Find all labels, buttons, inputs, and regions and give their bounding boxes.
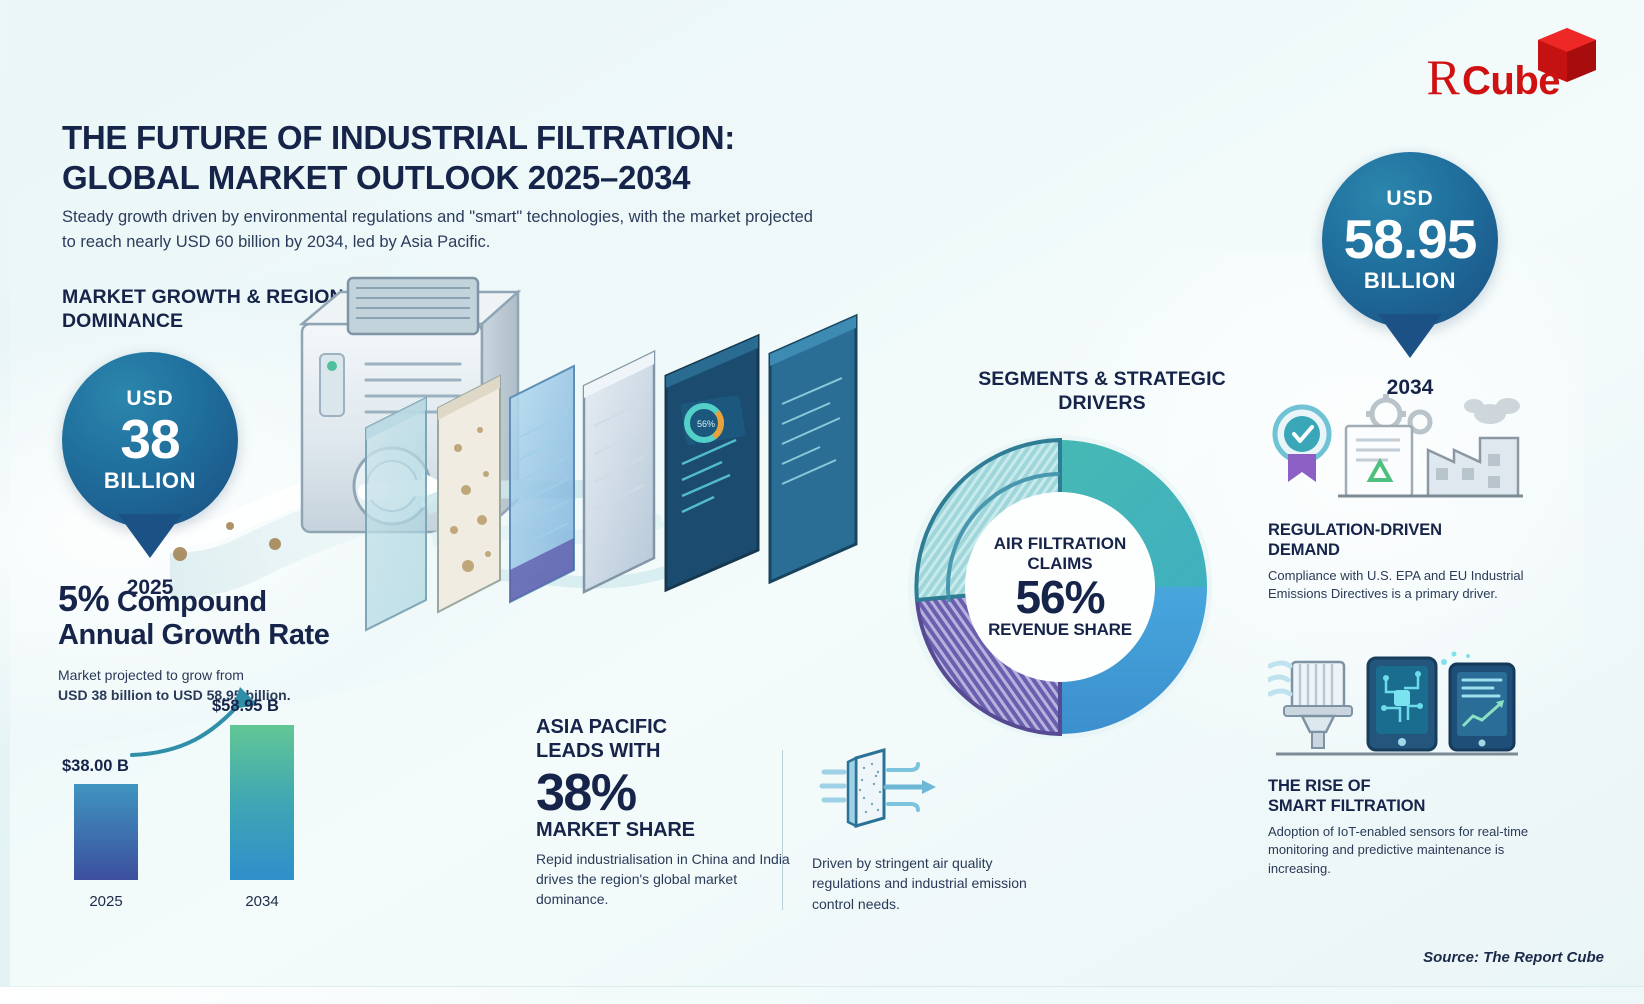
apac-kicker-line2: LEADS WITH [536, 740, 661, 762]
brand-name: Cube [1462, 59, 1561, 103]
badge-value: 58.95 [1343, 208, 1478, 271]
card-title-line2: SMART FILTRATION [1268, 796, 1426, 815]
apac-body: Repid industrialisation in China and Ind… [536, 851, 790, 907]
cagr-label2: Annual Growth Rate [58, 619, 330, 652]
card-body: Compliance with U.S. EPA and EU Industri… [1268, 567, 1524, 602]
left-edge-strip [0, 0, 10, 1004]
brand-logo: ЯCube [1426, 22, 1606, 108]
card-title-line1: REGULATION-DRIVEN [1268, 521, 1442, 539]
growth-bar-chart: $38.00 B $58.95 B 2025 2034 [62, 687, 372, 910]
card-title: REGULATION-DRIVEN DEMAND [1268, 521, 1538, 561]
revenue-share-donut-chart: AIR FILTRATION CLAIMS 56% REVENUE SHARE [905, 432, 1215, 742]
apac-kicker-line1: ASIA PACIFIC [536, 716, 668, 738]
brand-mark: Я [1427, 49, 1460, 105]
air-filter-icon [819, 748, 936, 829]
bottom-edge-bar [0, 986, 1644, 1004]
badge-bubble: USD 38 BILLION [62, 352, 238, 528]
badge-unit: BILLION [1363, 267, 1457, 293]
cagr-block: 5% Compound Annual Growth Rate Market pr… [58, 578, 418, 705]
bar-chart-plot: $38.00 B $58.95 B [62, 687, 362, 880]
bar-label-2034: $58.95 B [212, 697, 279, 715]
air-quality-caption-block: Driven by stringent air quality regulati… [782, 742, 1042, 914]
donut-label-line3: REVENUE SHARE [988, 619, 1132, 639]
badge-currency: USD [126, 387, 174, 411]
bar-2034 [230, 725, 294, 880]
card-rise-of-smart-filtration: THE RISE OF SMART FILTRATION Adoption of… [1265, 648, 1538, 878]
x-axis-label-2034: 2034 [245, 893, 279, 910]
page-title: THE FUTURE OF INDUSTRIAL FILTRATION: GLO… [62, 118, 902, 199]
bar-2025 [74, 784, 138, 880]
brand-wordmark: ЯCube [1427, 49, 1561, 105]
donut-value: 56% [1015, 570, 1105, 623]
cagr-label: Compound [116, 586, 267, 618]
section-title-segments: SEGMENTS & STRATEGIC DRIVERS [978, 368, 1226, 414]
card-title: THE RISE OF SMART FILTRATION [1268, 777, 1538, 817]
asia-pacific-block: ASIA PACIFIC LEADS WITH 38% MARKET SHARE… [536, 715, 791, 910]
cagr-note: Market projected to grow from USD 38 bil… [58, 665, 418, 706]
badge-bubble: USD 58.95 BILLION [1322, 152, 1498, 328]
badge-year: 2025 [126, 576, 174, 599]
donut-label-line2: CLAIMS [1027, 553, 1093, 573]
page-subtitle: Steady growth driven by environmental re… [62, 208, 813, 251]
card-title-line2: DEMAND [1268, 540, 1340, 559]
cagr-heading: 5% Compound Annual Growth Rate [58, 578, 418, 653]
filtration-system-illustration: 56% [0, 258, 960, 818]
svg-text:56%: 56% [697, 419, 715, 429]
badge-currency: USD [1386, 187, 1434, 211]
certificate-factory-icon [1272, 394, 1523, 498]
page-title-line2: GLOBAL MARKET OUTLOOK 2025–2034 [62, 159, 691, 197]
air-quality-caption-body: Driven by stringent air quality regulati… [812, 855, 1027, 912]
cube-icon [1538, 28, 1596, 82]
x-axis-label-2025: 2025 [89, 893, 123, 910]
card-title-line1: THE RISE OF [1268, 777, 1371, 795]
apac-subtitle: MARKET SHARE [536, 819, 695, 841]
apac-percent: 38% [536, 764, 637, 822]
donut-label-line1: AIR FILTRATION [993, 534, 1127, 554]
page-title-line1: THE FUTURE OF INDUSTRIAL FILTRATION: [62, 119, 735, 156]
market-value-badge-2034: USD 58.95 BILLION 2034 [1322, 152, 1498, 400]
badge-unit: BILLION [103, 467, 197, 493]
cagr-note-line1: Market projected to grow from [58, 666, 244, 683]
card-body: Adoption of IoT-enabled sensors for real… [1268, 823, 1529, 876]
iot-sensor-devices-icon [1265, 651, 1518, 756]
cagr-note-line2: USD 38 billion to USD 58.95 billion. [58, 687, 291, 704]
source-credit: Source: The Report Cube [1423, 949, 1604, 966]
badge-year: 2034 [1386, 376, 1434, 399]
market-value-badge-2025: USD 38 BILLION 2025 [62, 352, 238, 600]
cagr-percent: 5% [58, 578, 110, 619]
section-title-market-growth: MARKET GROWTH & REGIONAL DOMINANCE [62, 286, 370, 332]
growth-arrow-icon [130, 687, 258, 757]
card-regulation-driven-demand: REGULATION-DRIVEN DEMAND Compliance with… [1268, 392, 1538, 604]
bar-label-2025: $38.00 B [62, 757, 129, 775]
badge-value: 38 [120, 408, 180, 471]
vertical-divider [782, 750, 783, 910]
donut-center-label: AIR FILTRATION CLAIMS 56% REVENUE SHARE [967, 494, 1153, 680]
